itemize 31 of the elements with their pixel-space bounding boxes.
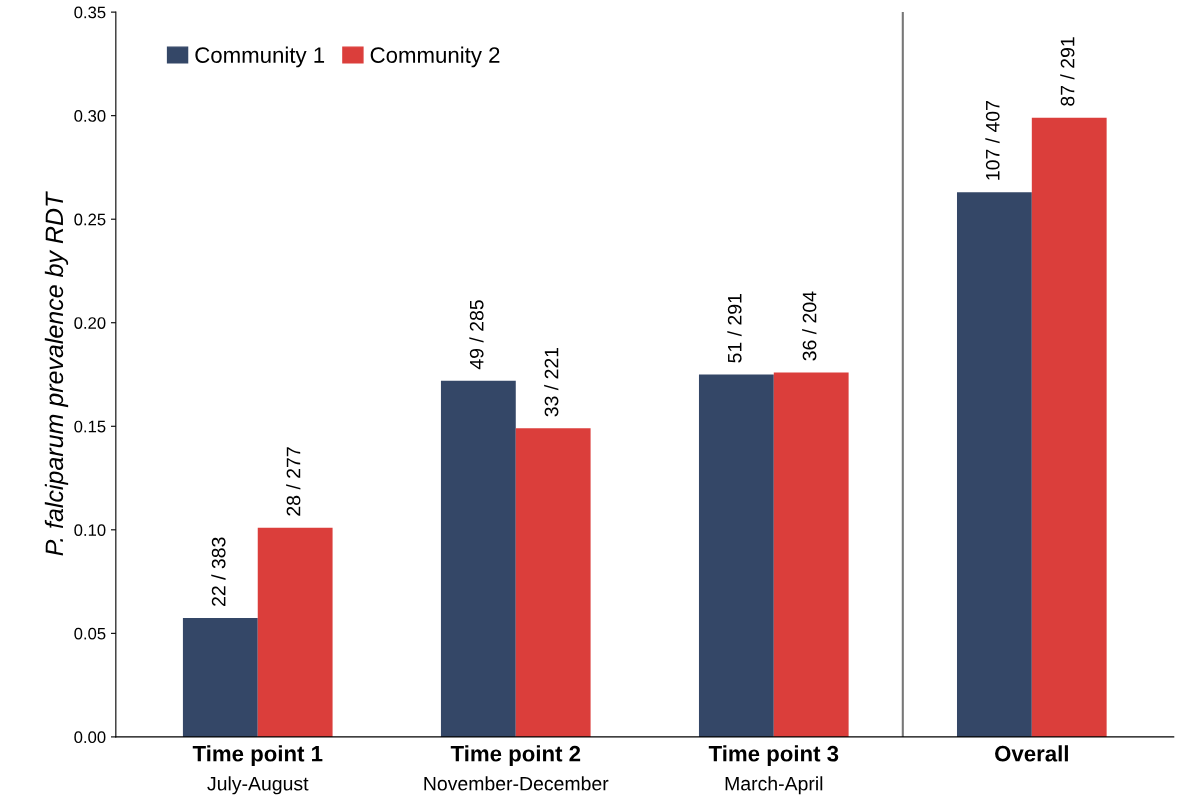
bar (182, 618, 258, 737)
legend-label: Community 1 (195, 46, 325, 68)
bar (956, 192, 1032, 737)
legend-label: Community 2 (370, 46, 500, 68)
category-label: Time point 3 March-April (708, 745, 839, 795)
y-tick-label: 0.10 (74, 524, 106, 537)
annotation: 51 / 291 (727, 294, 742, 363)
y-tick-label: 0.05 (74, 627, 106, 640)
bar (1031, 117, 1107, 737)
y-tick-label: 0.25 (74, 213, 106, 226)
bar (773, 372, 849, 737)
annotation: 107 / 407 (985, 101, 1000, 180)
annotation: 22 / 383 (211, 537, 226, 606)
y-axis-title: P. falciparum prevalence by RDT (44, 191, 69, 556)
bar (698, 374, 774, 737)
annotation: 87 / 291 (1060, 37, 1075, 106)
annotation: 49 / 285 (469, 300, 484, 370)
annotation: 28 / 277 (286, 447, 301, 516)
annotation: 33 / 221 (544, 347, 559, 417)
y-tick-label: 0.35 (74, 6, 106, 19)
y-tick-label: 0.15 (74, 420, 106, 433)
bar (440, 380, 516, 737)
category-label: Time point 2 November-December (424, 745, 609, 791)
annotation: 36 / 204 (802, 291, 817, 361)
bar (257, 527, 333, 737)
y-tick-label: 0.30 (74, 110, 106, 122)
y-tick-label: 0.20 (74, 317, 106, 329)
x-tick-label: Overall (995, 745, 1068, 762)
category-label: Time point 1 July-August (192, 745, 323, 795)
bar (515, 428, 591, 737)
y-tick-label: 0.00 (74, 731, 106, 744)
